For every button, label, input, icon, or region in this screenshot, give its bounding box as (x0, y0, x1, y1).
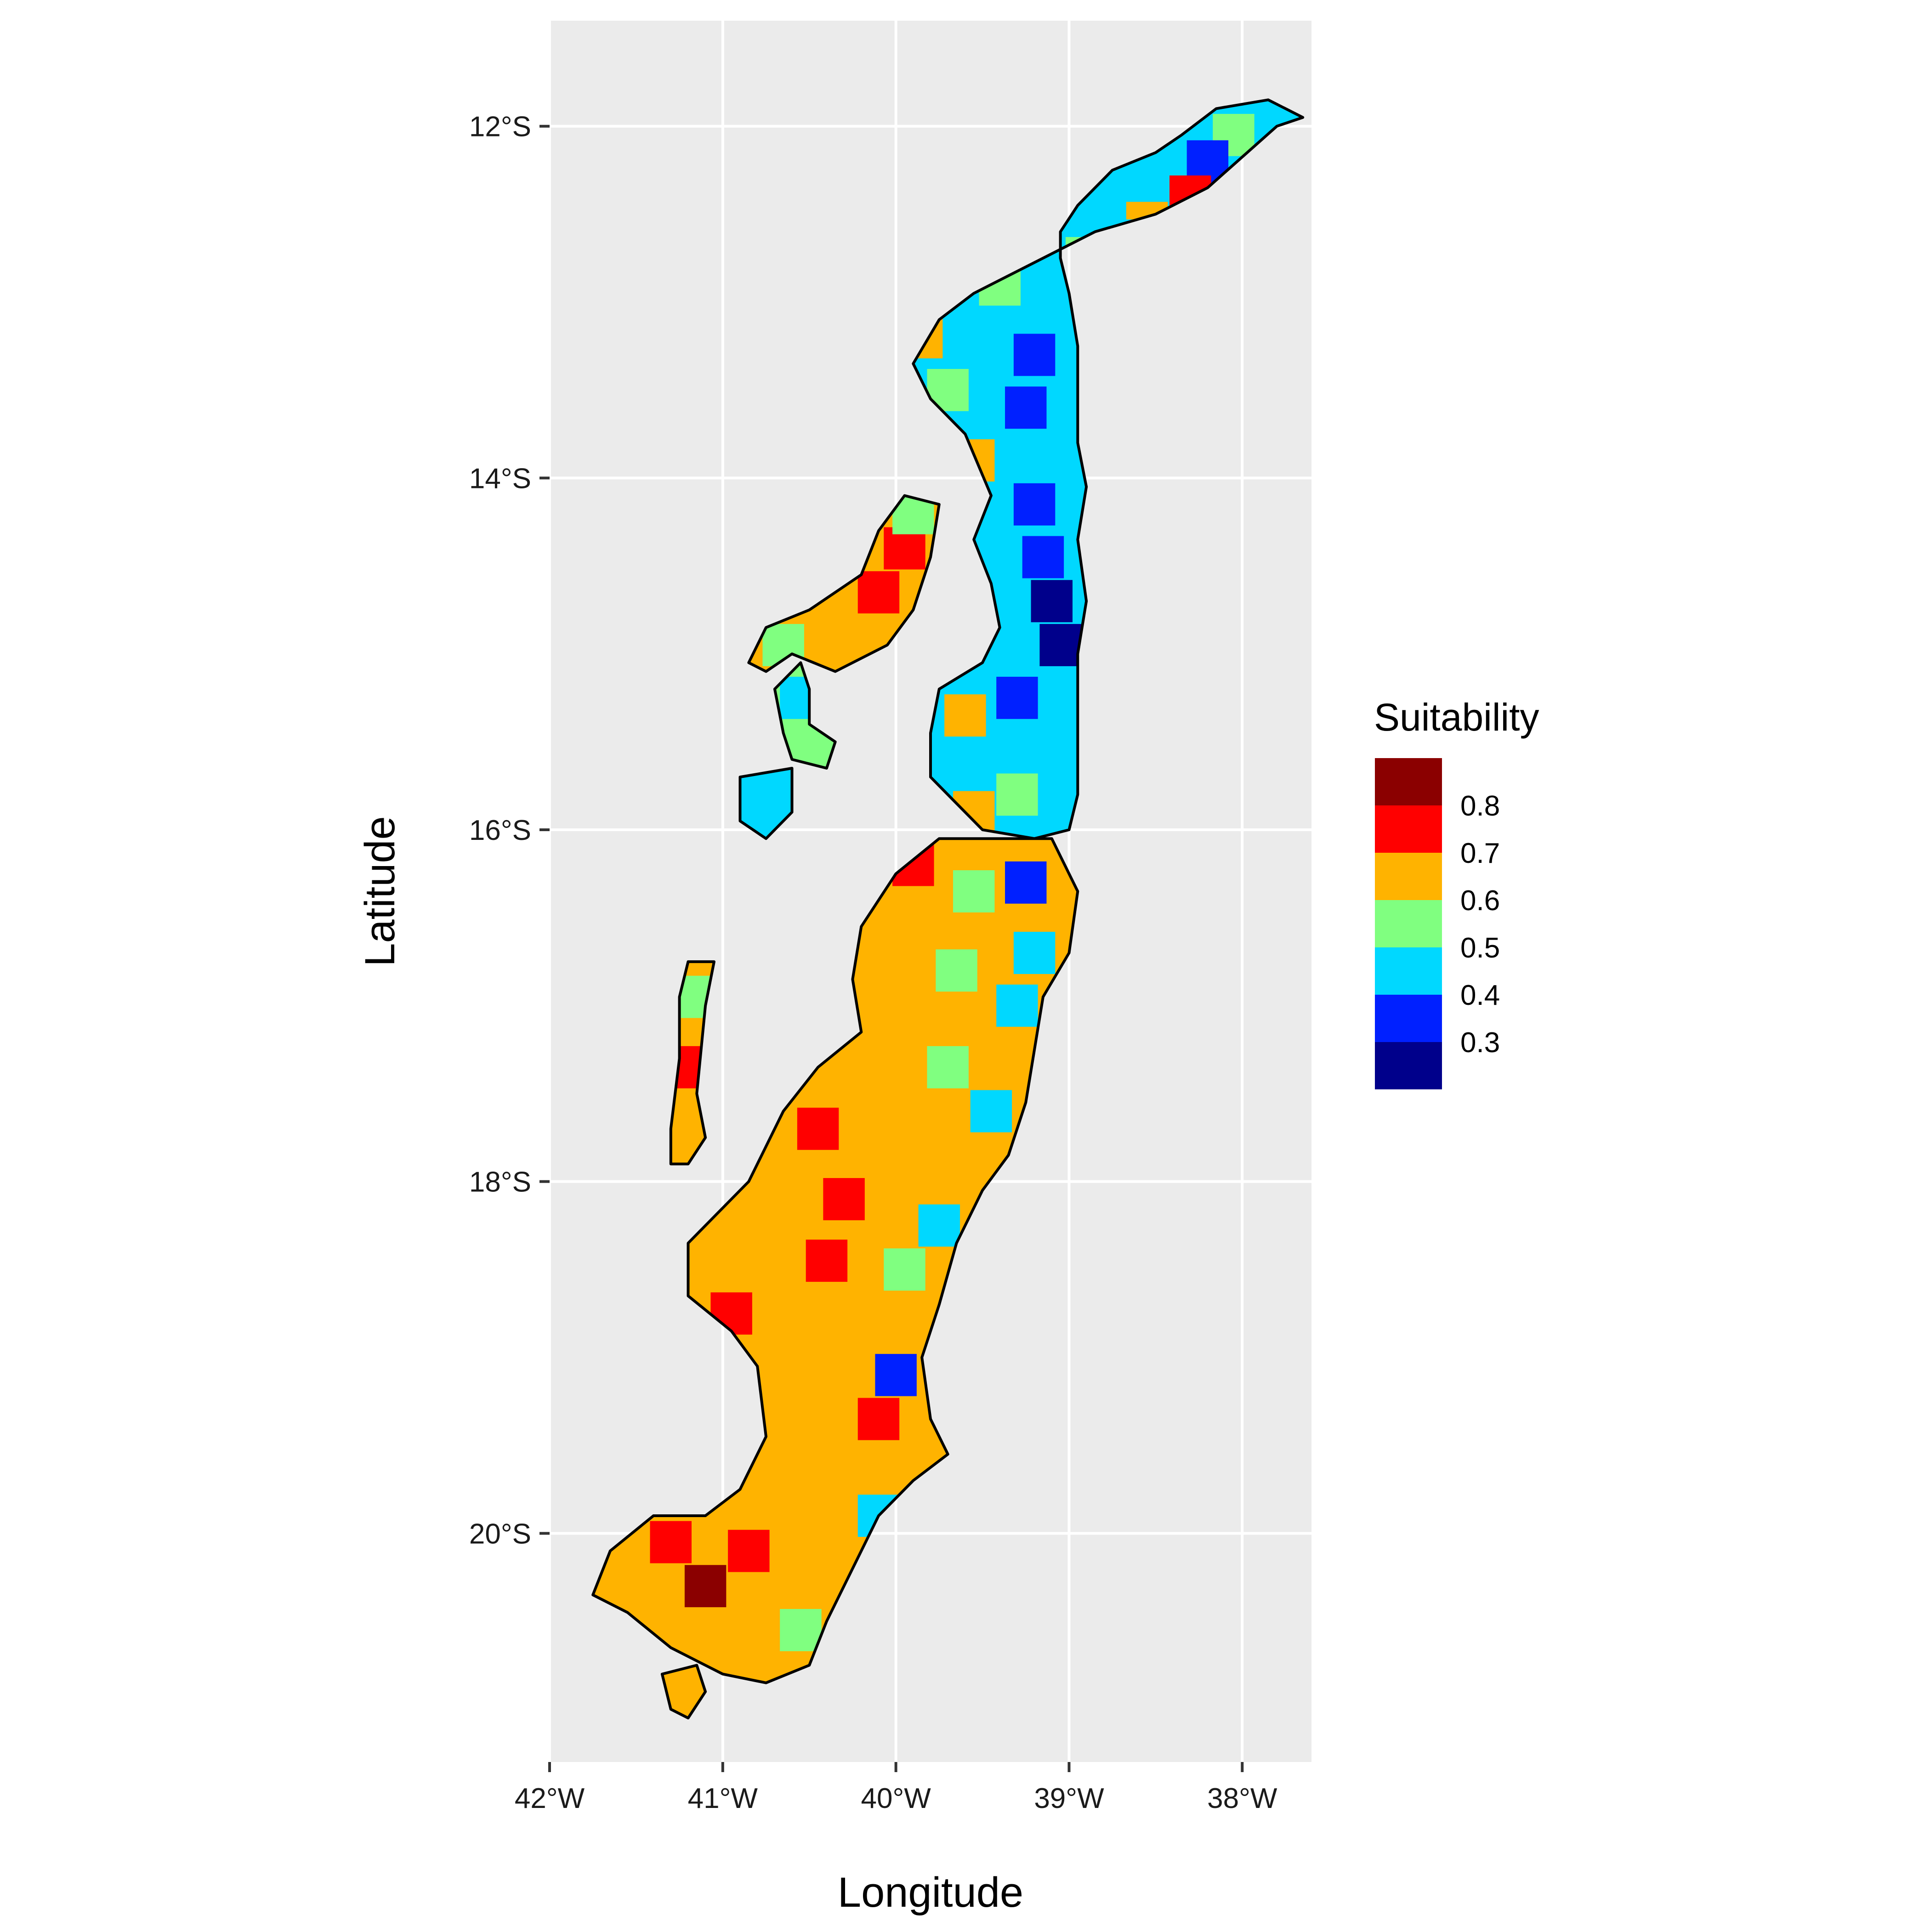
suitability-cell (1013, 334, 1056, 376)
suitability-cell (684, 1565, 727, 1608)
suitability-cell (797, 1107, 839, 1150)
suitability-cell (936, 949, 977, 992)
legend-key (1375, 853, 1442, 900)
y-tick-label: 12°S (469, 111, 531, 143)
suitability-cell (996, 984, 1038, 1027)
suitability-cell (996, 676, 1038, 719)
legend-label: 0.3 (1460, 1027, 1500, 1059)
legend-key (1375, 1042, 1442, 1089)
y-tick-label: 20°S (469, 1518, 531, 1550)
suitability-cell (797, 1389, 839, 1432)
y-axis-title: Latitude (357, 816, 403, 966)
suitability-cell (693, 1248, 735, 1291)
suitability-cell (1022, 536, 1064, 578)
y-tick-label: 14°S (469, 463, 531, 494)
axes: 42°W 41°W 40°W 39°W 38°W 12°S 14°S 16°S 18°S 20°S (469, 111, 1277, 1814)
suitability-cell (745, 1222, 787, 1264)
suitability-cell (953, 870, 995, 912)
x-tick-label: 39°W (1034, 1783, 1104, 1814)
y-tick-label: 16°S (469, 815, 531, 846)
region-west-islet (738, 767, 794, 840)
suitability-cell (650, 1521, 692, 1564)
region-outline (738, 767, 794, 840)
suitability-regions (591, 98, 1305, 1720)
suitability-cell (780, 1609, 822, 1651)
legend-key (1375, 758, 1442, 805)
suitability-cell (927, 1046, 969, 1088)
suitability-cell (875, 1354, 917, 1396)
region-north-west-peninsula (747, 494, 941, 673)
suitability-cell (806, 1240, 848, 1282)
region-outline (669, 960, 715, 1166)
legend-label: 0.5 (1460, 932, 1500, 964)
suitability-cell (1031, 580, 1073, 623)
legend-key (1375, 805, 1442, 853)
legend-label: 0.8 (1460, 790, 1500, 822)
suitability-cell (806, 606, 848, 649)
suitability-cell (996, 430, 1038, 473)
legend-label: 0.4 (1460, 980, 1500, 1011)
suitability-cell (745, 773, 787, 816)
region-outline (660, 1664, 707, 1720)
suitability-cell (857, 1398, 900, 1440)
suitability-cell (1005, 861, 1047, 904)
suitability-cell (728, 1609, 770, 1651)
legend-label: 0.7 (1460, 838, 1500, 869)
suitability-cell (823, 1178, 865, 1220)
x-tick-label: 42°W (515, 1783, 585, 1814)
suitability-cell (1013, 932, 1056, 974)
legend-label: 0.6 (1460, 885, 1500, 917)
suitability-cell (823, 1310, 865, 1353)
suitability-cell (771, 1468, 813, 1511)
region-south-coast (591, 837, 1079, 1684)
legend-keys: 0.8 0.7 0.6 0.5 0.4 0.3 (1375, 758, 1500, 1089)
suitability-cell (762, 1160, 804, 1203)
suitability-cell (944, 694, 986, 737)
suitability-cell (1013, 483, 1056, 526)
x-axis-title: Longitude (838, 1869, 1023, 1916)
suitability-cell (970, 1090, 1012, 1133)
suitability-cell (857, 571, 900, 614)
legend: Suitability 0.8 0.7 0.6 0.5 0.4 0.3 (1374, 696, 1539, 1089)
legend-key (1375, 900, 1442, 947)
region-west-lobe (773, 661, 837, 770)
suitability-cell (884, 1160, 925, 1203)
suitability-cell (884, 914, 925, 957)
x-tick-label: 38°W (1207, 1783, 1277, 1814)
suitability-cell (857, 1037, 900, 1080)
suitability-cell (884, 1248, 925, 1291)
region-outline (591, 837, 1079, 1684)
legend-key (1375, 947, 1442, 995)
suitability-cell (667, 1609, 709, 1651)
suitability-cell (1005, 386, 1047, 429)
legend-title: Suitability (1374, 696, 1539, 739)
suitability-cell (996, 773, 1038, 816)
region-south-islet (660, 1664, 707, 1720)
suitability-cell (607, 1565, 648, 1608)
region-outline (747, 494, 941, 673)
suitability-cell (1039, 624, 1081, 666)
x-tick-label: 41°W (688, 1783, 758, 1814)
legend-key (1375, 995, 1442, 1042)
suitability-cell (728, 1530, 770, 1572)
x-tick-label: 40°W (861, 1783, 931, 1814)
y-tick-label: 18°S (469, 1167, 531, 1198)
region-outline (773, 661, 837, 770)
suitability-cell (918, 1204, 960, 1247)
